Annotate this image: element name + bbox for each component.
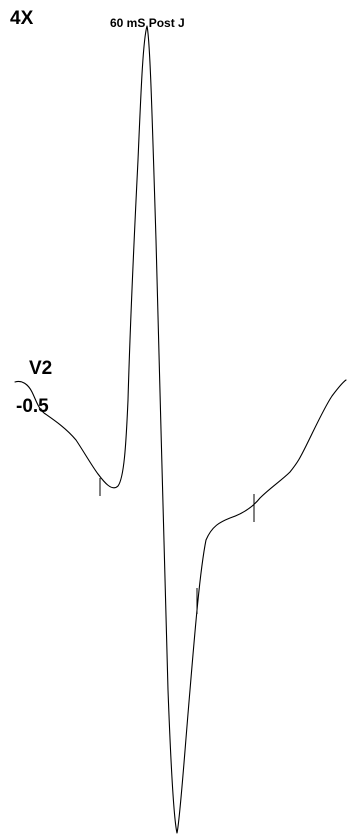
gain-label: 4X — [10, 8, 34, 29]
measurement-point-label: 60 mS Post J — [110, 16, 185, 30]
lead-name: V2 — [29, 358, 53, 379]
ecg-waveform-trace — [14, 25, 347, 834]
lead-value: -0.5 — [16, 396, 49, 417]
